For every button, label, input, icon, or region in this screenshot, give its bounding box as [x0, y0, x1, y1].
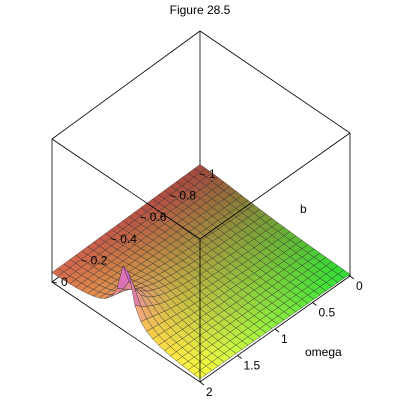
box-edge [51, 30, 201, 140]
b-tick-label: 0 [61, 275, 68, 289]
omega-tick-mark [274, 328, 280, 333]
b-tick-label: 0.4 [120, 232, 137, 246]
b-tick-label: 0.6 [150, 210, 167, 224]
omega-tick-label: 0 [356, 279, 363, 293]
b-tick-label: 1 [209, 167, 216, 181]
b-axis: 0 0.2 0.4 0.6 0.8 1 [51, 167, 216, 289]
omega-tick-mark [199, 381, 205, 386]
b-tick-label: 0.2 [91, 253, 108, 267]
b-axis-label: b [300, 202, 307, 216]
box-edge [199, 30, 351, 134]
b-tick-label: 0.8 [179, 189, 196, 203]
b-tick-mark [111, 238, 117, 241]
omega-tick-label: 0.5 [319, 306, 336, 320]
b-tick-mark [199, 173, 206, 176]
chart-title: Figure 28.5 [170, 3, 231, 17]
b-tick-mark [51, 281, 58, 284]
b-tick-mark [140, 216, 146, 219]
surface-mesh [51, 164, 351, 380]
b-tick-mark [170, 195, 176, 197]
omega-tick-mark [312, 302, 317, 306]
omega-tick-label: 1.5 [244, 359, 261, 373]
omega-tick-label: 2 [206, 385, 213, 399]
box-edge [51, 281, 201, 383]
omega-tick-mark [349, 275, 355, 280]
omega-axis-label: omega [305, 345, 342, 359]
box-edge [199, 132, 351, 240]
omega-axis: 0 0.5 1 1.5 2 [199, 275, 363, 399]
omega-tick-mark [237, 355, 242, 359]
omega-tick-label: 1 [281, 332, 288, 346]
box-edge [51, 138, 201, 240]
b-tick-mark [81, 260, 87, 262]
